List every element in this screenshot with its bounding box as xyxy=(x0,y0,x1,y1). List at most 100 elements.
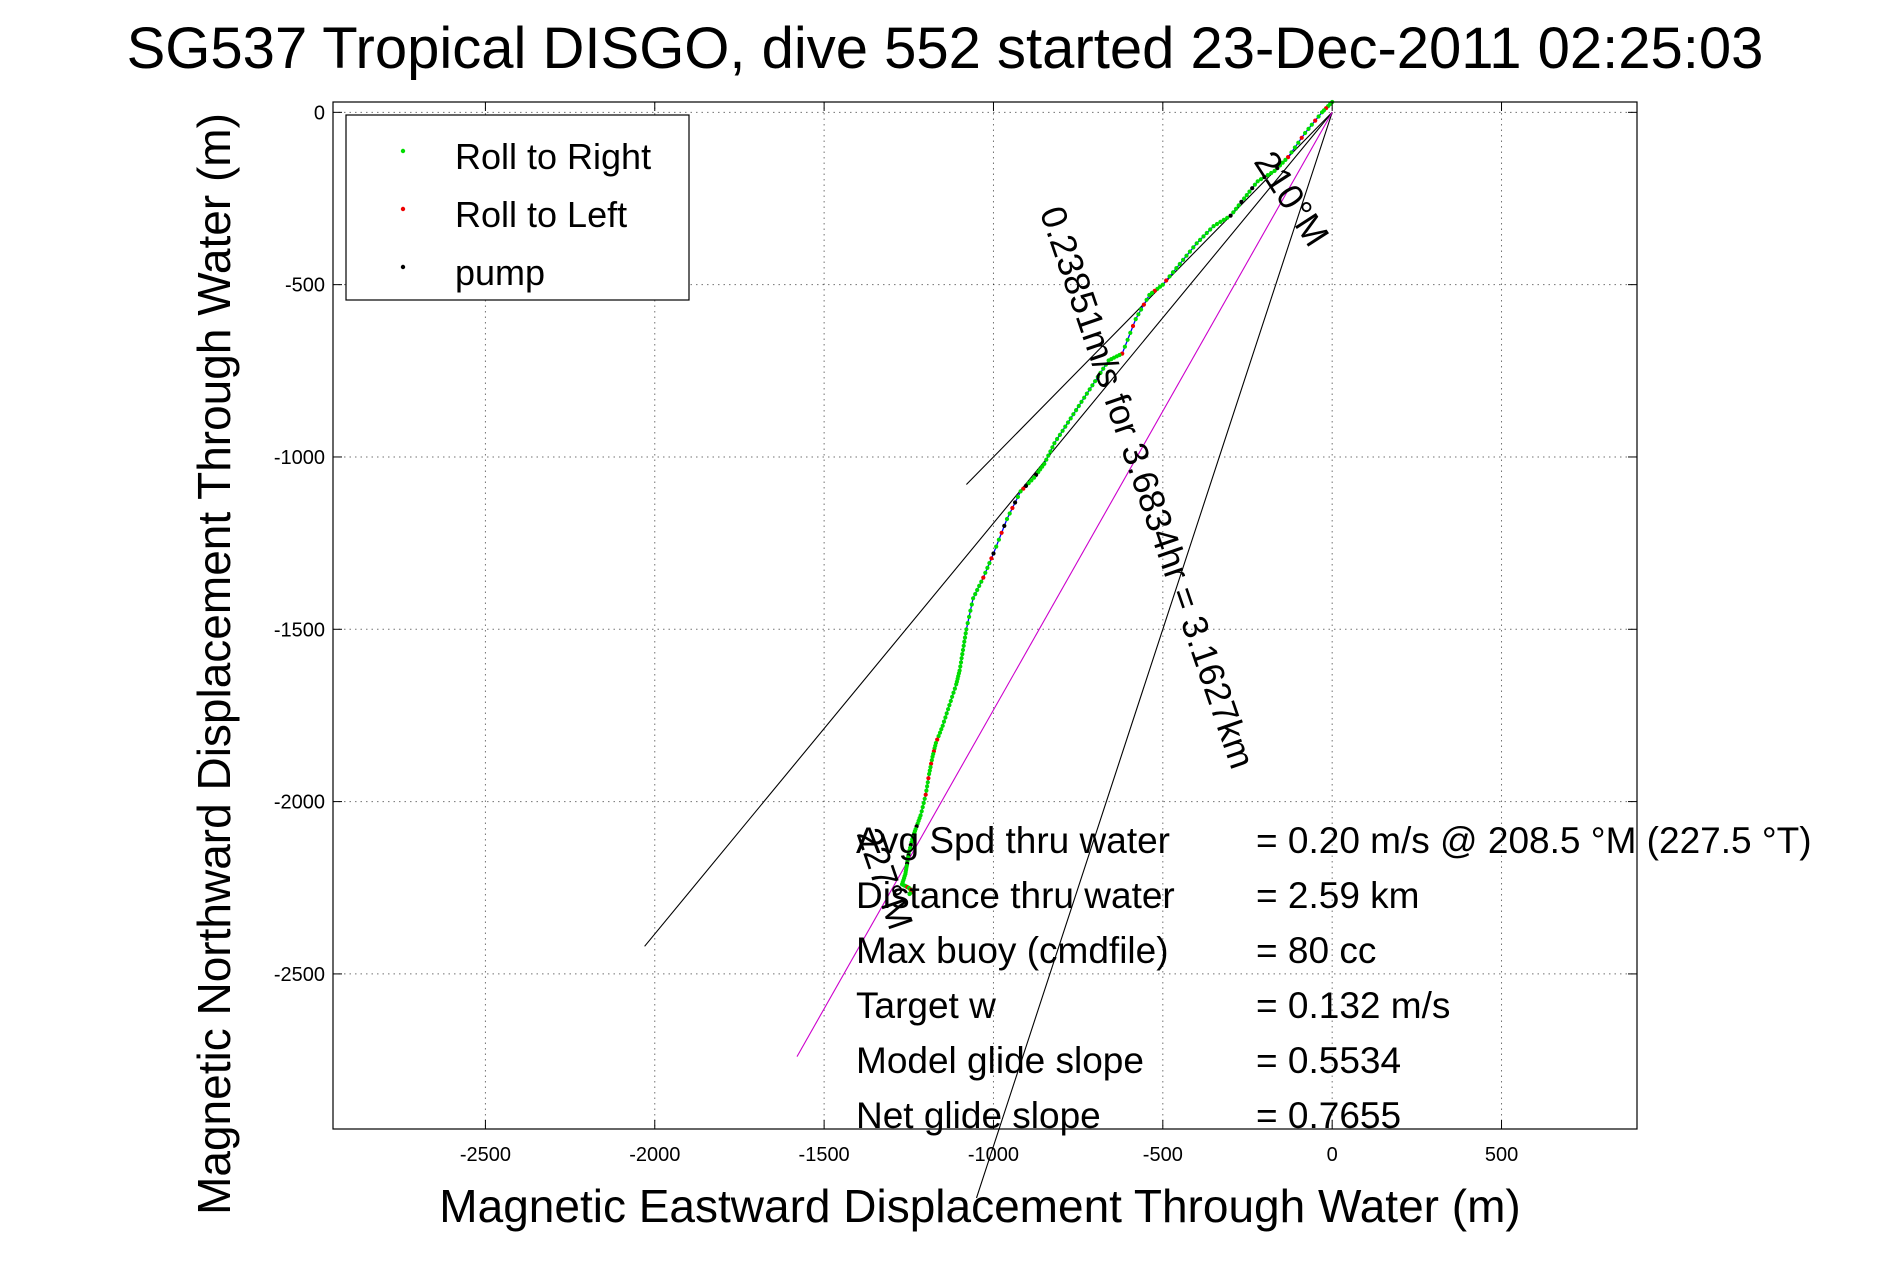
roll-right-marker xyxy=(1103,362,1108,367)
roll-right-marker xyxy=(1242,196,1247,201)
roll-right-marker xyxy=(1128,330,1133,335)
roll-right-marker xyxy=(1309,122,1314,127)
axis-ticks: -2500 -2000 -1500 -1000 -500 0 500 0 -500 -1000 -1… xyxy=(274,102,1637,1166)
roll-right-marker xyxy=(1057,432,1062,437)
roll-left-marker xyxy=(1299,135,1304,140)
reference-line xyxy=(975,112,1333,1199)
roll-right-marker xyxy=(1139,307,1144,312)
y-tick-label: -1000 xyxy=(274,447,325,469)
pump-marker xyxy=(1275,166,1280,171)
y-tick-label: 0 xyxy=(314,102,325,124)
roll-right-marker xyxy=(1181,257,1186,262)
roll-right-marker xyxy=(919,809,924,814)
roll-right-marker xyxy=(936,734,941,739)
roll-left-marker xyxy=(929,761,934,766)
roll-right-marker xyxy=(1068,416,1073,421)
pump-marker xyxy=(1228,213,1233,218)
roll-right-marker xyxy=(1289,150,1294,155)
roll-right-marker xyxy=(1007,511,1012,516)
roll-right-marker xyxy=(1198,237,1203,242)
roll-right-marker xyxy=(959,656,964,661)
roll-right-marker xyxy=(951,690,956,695)
roll-right-marker xyxy=(969,602,974,607)
roll-right-marker xyxy=(975,587,980,593)
roll-right-marker xyxy=(1269,170,1274,176)
roll-left-marker xyxy=(999,530,1004,535)
roll-right-marker xyxy=(985,565,990,571)
roll-right-marker xyxy=(952,686,958,691)
roll-right-marker xyxy=(1231,210,1236,215)
roll-right-marker xyxy=(927,771,932,777)
roll-right-marker xyxy=(1236,203,1241,208)
roll-right-marker xyxy=(1026,481,1031,486)
roll-right-marker xyxy=(1084,391,1089,396)
roll-right-marker xyxy=(1225,215,1230,220)
roll-right-marker xyxy=(1247,189,1252,194)
stat-label-target-w: Target w xyxy=(856,985,996,1026)
roll-left-marker xyxy=(1313,118,1318,123)
stat-value-net-glide: = 0.7655 xyxy=(1256,1095,1401,1136)
roll-right-marker xyxy=(1093,379,1098,384)
roll-right-marker xyxy=(920,805,925,810)
roll-right-marker xyxy=(1221,217,1226,222)
roll-right-marker xyxy=(940,723,945,728)
roll-right-marker xyxy=(1071,412,1076,417)
roll-right-marker xyxy=(987,561,992,566)
stat-label-net-glide: Net glide slope xyxy=(856,1095,1101,1136)
reference-line xyxy=(644,111,1333,947)
roll-right-marker xyxy=(1015,494,1021,499)
pump-marker xyxy=(1250,186,1255,191)
roll-right-marker xyxy=(1136,312,1141,317)
pump-marker xyxy=(1002,523,1007,529)
x-tick-label: -2500 xyxy=(460,1144,511,1166)
roll-right-marker xyxy=(954,682,959,687)
roll-right-marker xyxy=(1194,241,1199,246)
x-tick-label: -1000 xyxy=(968,1144,1019,1166)
roll-right-marker xyxy=(1258,177,1264,182)
roll-right-marker xyxy=(994,544,999,549)
roll-right-marker xyxy=(1133,317,1138,322)
roll-right-marker xyxy=(1098,370,1103,375)
roll-right-marker xyxy=(925,784,930,789)
roll-right-marker xyxy=(1004,516,1010,522)
roll-right-marker xyxy=(941,719,947,724)
x-tick-label: -2000 xyxy=(629,1144,680,1166)
roll-left-marker xyxy=(1130,323,1136,329)
roll-right-marker xyxy=(1046,453,1051,458)
y-tick-label: -500 xyxy=(285,275,325,297)
roll-right-marker xyxy=(1280,160,1285,165)
roll-right-marker xyxy=(1177,261,1182,267)
roll-right-marker xyxy=(1208,227,1213,232)
roll-right-marker xyxy=(973,592,978,597)
roll-right-marker xyxy=(1292,145,1297,150)
roll-left-marker xyxy=(1164,278,1169,283)
plot-frame xyxy=(332,101,1638,1130)
roll-right-marker xyxy=(958,664,963,669)
y-axis-label: Magnetic Northward Displacement Through … xyxy=(188,113,240,1215)
pump-marker xyxy=(1239,199,1244,204)
roll-right-marker xyxy=(1082,395,1087,400)
stat-value-max-buoy: = 80 cc xyxy=(1256,930,1376,971)
roll-right-marker xyxy=(979,579,984,584)
stat-label-max-buoy: Max buoy (cmdfile) xyxy=(856,930,1169,971)
roll-right-marker xyxy=(996,537,1002,542)
roll-right-marker xyxy=(1090,383,1095,388)
roll-right-marker xyxy=(1306,126,1311,131)
roll-right-marker xyxy=(927,768,932,773)
roll-right-marker xyxy=(1201,234,1206,239)
y-tick-label: -2500 xyxy=(274,964,325,986)
roll-right-marker xyxy=(947,703,952,708)
roll-right-marker xyxy=(1191,245,1196,250)
roll-right-marker xyxy=(1233,206,1239,211)
roll-right-marker xyxy=(963,631,968,636)
roll-right-marker xyxy=(965,621,970,626)
legend-label-pump: pump xyxy=(455,252,545,293)
roll-right-marker xyxy=(1087,387,1092,392)
roll-right-marker xyxy=(1063,424,1068,429)
chart-title: SG537 Tropical DISGO, dive 552 started 2… xyxy=(127,16,1764,81)
roll-left-marker xyxy=(1021,486,1026,491)
roll-right-marker xyxy=(1055,436,1060,442)
roll-right-marker xyxy=(924,788,929,793)
roll-right-marker xyxy=(929,758,934,763)
x-tick-label: 500 xyxy=(1485,1144,1518,1166)
